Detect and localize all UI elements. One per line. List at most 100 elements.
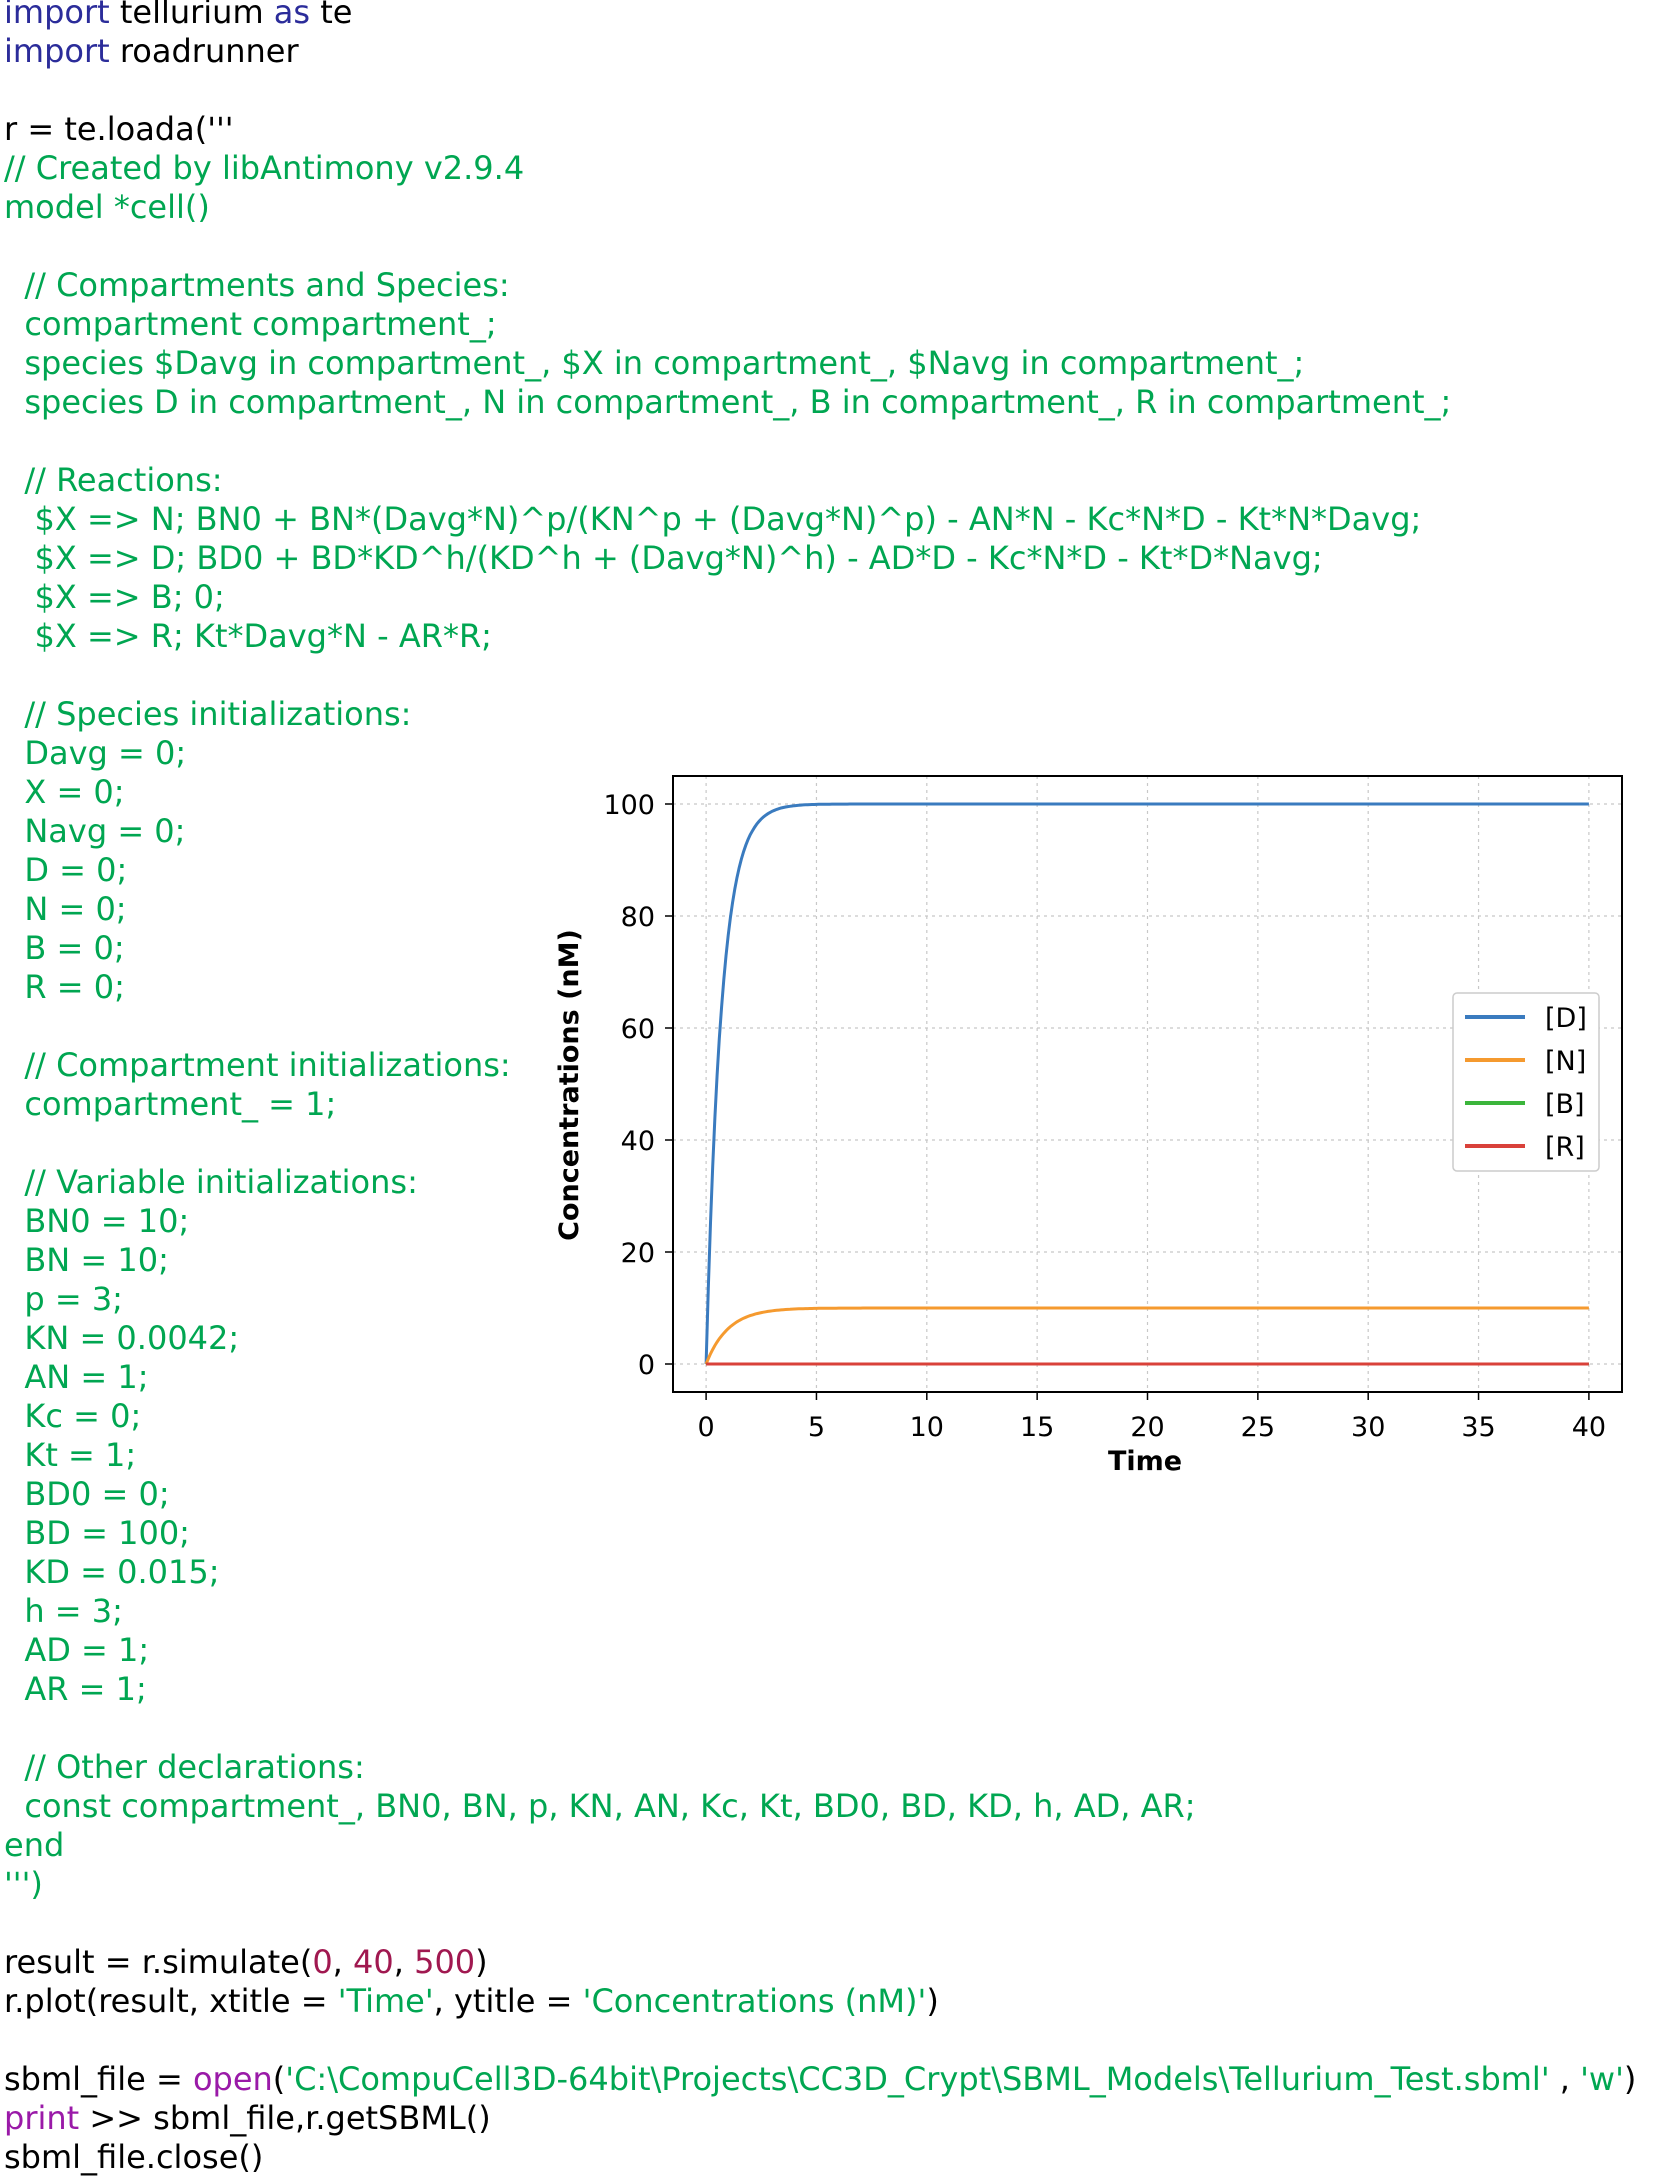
code-line: Davg = 0;	[4, 734, 187, 772]
comment-line: // Compartments and Species:	[4, 266, 510, 304]
code-line: BN = 10;	[4, 1241, 169, 1279]
code-line: p = 3;	[4, 1280, 123, 1318]
code-line: sbml_file.close()	[4, 2138, 264, 2176]
code-line: compartment_ = 1;	[4, 1085, 337, 1123]
code-text: (	[272, 2060, 286, 2098]
code-line: N = 0;	[4, 890, 127, 928]
code-text: , ytitle =	[433, 1982, 583, 2020]
code-text: roadrunner	[109, 32, 299, 70]
code-line: AR = 1;	[4, 1670, 147, 1708]
code-line: print >> sbml_file,r.getSBML()	[4, 2099, 491, 2138]
x-axis-label: Time	[1108, 1446, 1182, 1477]
code-text: result = r.simulate(	[4, 1943, 313, 1981]
code-text: >> sbml_file,r.getSBML()	[79, 2099, 491, 2137]
y-axis-label: Concentrations (nM)	[554, 929, 585, 1241]
x-tick-label: 35	[1461, 1412, 1495, 1443]
legend-label: [D]	[1545, 1003, 1587, 1034]
y-tick-label: 0	[638, 1350, 655, 1381]
string: 'w'	[1580, 2060, 1624, 2098]
code-line: B = 0;	[4, 929, 125, 967]
code-line: $X => N; BN0 + BN*(Davg*N)^p/(KN^p + (Da…	[4, 500, 1422, 538]
y-tick-label: 60	[621, 1014, 655, 1045]
code-line: const compartment_, BN0, BN, p, KN, AN, …	[4, 1787, 1196, 1825]
keyword: as	[273, 0, 311, 31]
code-line: result = r.simulate(0, 40, 500)	[4, 1943, 488, 1982]
code-line: end	[4, 1826, 65, 1864]
code-text: r.plot(result, xtitle =	[4, 1982, 338, 2020]
x-tick-label: 10	[910, 1412, 944, 1443]
x-tick-label: 5	[808, 1412, 825, 1443]
number: 0	[312, 1943, 333, 1981]
code-line: Kc = 0;	[4, 1397, 142, 1435]
series-line	[704, 1306, 1589, 1365]
code-line: X = 0;	[4, 773, 125, 811]
code-text: ,	[332, 1943, 354, 1981]
keyword: import	[4, 32, 110, 70]
legend: [D] [N] [B] [R]	[1452, 992, 1600, 1172]
comment-line: // Created by libAntimony v2.9.4	[4, 149, 525, 187]
comment-line: // Compartment initializations:	[4, 1046, 511, 1084]
code-line: BD = 100;	[4, 1514, 190, 1552]
x-tick-label: 15	[1020, 1412, 1054, 1443]
x-tick-label: 40	[1572, 1412, 1606, 1443]
comment-line: // Other declarations:	[4, 1748, 365, 1786]
plot-frame	[672, 775, 1623, 1393]
x-tick-label: 0	[698, 1412, 715, 1443]
concentration-chart: 0 5 10 15 20 25 30 35 40 0 20 40 60 80 100 Time Concen…	[554, 775, 1623, 1477]
code-line: $X => D; BD0 + BD*KD^h/(KD^h + (Davg*N)^…	[4, 539, 1323, 577]
code-line: $X => B; 0;	[4, 578, 225, 616]
code-line: model *cell()	[4, 188, 210, 226]
code-line: AN = 1;	[4, 1358, 149, 1396]
grid	[673, 776, 1622, 1392]
y-tick-label: 80	[621, 902, 655, 933]
string: 'C:\CompuCell3D-64bit\Projects\CC3D_Cryp…	[285, 2060, 1550, 2098]
code-line: ''')	[4, 1865, 43, 1903]
code-line: AD = 1;	[4, 1631, 150, 1669]
code-line: BN0 = 10;	[4, 1202, 190, 1240]
comment-line: // Variable initializations:	[4, 1163, 418, 1201]
code-line: Navg = 0;	[4, 812, 186, 850]
legend-label: [R]	[1545, 1132, 1585, 1163]
code-text: ,	[1549, 2060, 1581, 2098]
code-line: r = te.loada('''	[4, 110, 234, 149]
legend-label: [B]	[1545, 1089, 1585, 1120]
keyword: import	[4, 0, 110, 31]
legend-box	[1452, 992, 1600, 1172]
x-tick-label: 25	[1241, 1412, 1275, 1443]
string: 'Concentrations (nM)'	[582, 1982, 927, 2020]
builtin: print	[4, 2099, 80, 2137]
series-line	[704, 802, 1589, 1365]
code-text: sbml_file =	[4, 2060, 193, 2098]
series-lines	[704, 802, 1589, 1366]
code-text: )	[926, 1982, 939, 2020]
code-line: KD = 0.015;	[4, 1553, 220, 1591]
ticks: 0 5 10 15 20 25 30 35 40 0 20 40 60 80 100	[603, 790, 1606, 1443]
code-line: import roadrunner	[4, 32, 299, 71]
code-line: h = 3;	[4, 1592, 123, 1630]
x-tick-label: 30	[1351, 1412, 1385, 1443]
code-line: r.plot(result, xtitle = 'Time', ytitle =…	[4, 1982, 939, 2021]
code-line: $X => R; Kt*Davg*N - AR*R;	[4, 617, 492, 655]
y-tick-label: 40	[621, 1126, 655, 1157]
code-line: compartment compartment_;	[4, 305, 497, 343]
code-text: )	[1623, 2060, 1637, 2098]
code-line: species D in compartment_, N in compartm…	[4, 383, 1452, 421]
comment-line: // Species initializations:	[4, 695, 412, 733]
comment-line: // Reactions:	[4, 461, 223, 499]
builtin: open	[192, 2060, 273, 2098]
code-line: species $Davg in compartment_, $X in com…	[4, 344, 1305, 382]
code-line: import tellurium as te	[4, 0, 352, 32]
code-line: D = 0;	[4, 851, 128, 889]
string: 'Time'	[337, 1982, 434, 2020]
x-tick-label: 20	[1130, 1412, 1164, 1443]
legend-label: [N]	[1545, 1046, 1586, 1077]
code-text: )	[475, 1943, 488, 1981]
code-line: R = 0;	[4, 968, 125, 1006]
y-tick-label: 100	[603, 790, 655, 821]
code-text: te	[310, 0, 353, 31]
code-line: BD0 = 0;	[4, 1475, 170, 1513]
number: 500	[414, 1943, 476, 1981]
y-tick-label: 20	[621, 1238, 655, 1269]
code-line: Kt = 1;	[4, 1436, 137, 1474]
code-line: sbml_file = open('C:\CompuCell3D-64bit\P…	[4, 2060, 1636, 2099]
